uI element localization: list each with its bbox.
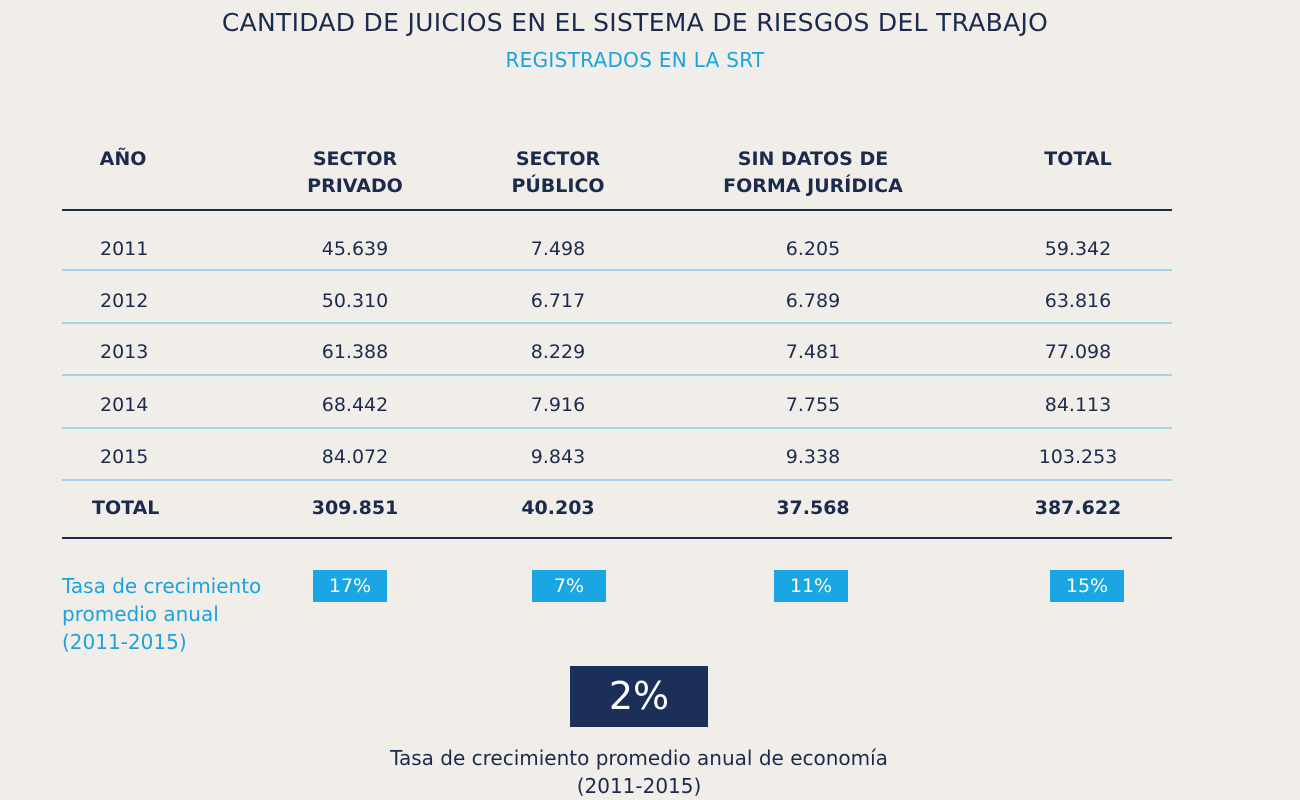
cell-private: 84.072 bbox=[321, 446, 389, 468]
cell-private: 68.442 bbox=[321, 394, 389, 416]
page-title: CANTIDAD DE JUICIOS EN EL SISTEMA DE RIE… bbox=[221, 8, 1049, 37]
cell-total: 59.342 bbox=[1044, 238, 1112, 260]
economy-caption-line1: Tasa de crecimiento promedio anual de ec… bbox=[390, 746, 888, 770]
row-divider bbox=[62, 322, 1172, 324]
cell-private: 61.388 bbox=[321, 341, 389, 363]
cell-year: 2012 bbox=[100, 290, 149, 312]
cell-year: 2011 bbox=[100, 238, 149, 260]
header-year: AÑO bbox=[99, 148, 147, 170]
header-private-line2: PRIVADO bbox=[307, 175, 403, 197]
total-public: 40.203 bbox=[521, 497, 595, 519]
total-nodata: 37.568 bbox=[776, 497, 850, 519]
cell-year: 2015 bbox=[100, 446, 149, 468]
header-nodata-line1: SIN DATOS DE bbox=[737, 148, 889, 170]
growth-label-line2: promedio anual bbox=[62, 602, 219, 626]
economy-caption: Tasa de crecimiento promedio anual de ec… bbox=[0, 744, 1278, 800]
header-public-line2: PÚBLICO bbox=[511, 175, 605, 197]
row-divider bbox=[62, 374, 1172, 376]
cell-private: 50.310 bbox=[321, 290, 389, 312]
cell-nodata: 6.205 bbox=[785, 238, 841, 260]
header-public-line1: SECTOR bbox=[515, 148, 601, 170]
growth-badge-total: 15% bbox=[1050, 570, 1124, 602]
header-public: SECTOR PÚBLICO bbox=[483, 146, 633, 200]
cell-public: 8.229 bbox=[530, 341, 586, 363]
cell-total: 103.253 bbox=[1038, 446, 1118, 468]
cell-year: 2014 bbox=[100, 394, 149, 416]
growth-badge-nodata: 11% bbox=[774, 570, 848, 602]
cell-nodata: 6.789 bbox=[785, 290, 841, 312]
growth-label-line1: Tasa de crecimiento bbox=[62, 574, 262, 598]
cell-year: 2013 bbox=[100, 341, 149, 363]
cell-public: 7.916 bbox=[530, 394, 586, 416]
cell-total: 77.098 bbox=[1044, 341, 1112, 363]
cell-nodata: 7.755 bbox=[785, 394, 841, 416]
page-subtitle: REGISTRADOS EN LA SRT bbox=[505, 48, 765, 72]
cell-total: 63.816 bbox=[1044, 290, 1112, 312]
header-divider bbox=[62, 209, 1172, 211]
header-private-line1: SECTOR bbox=[312, 148, 398, 170]
growth-label-line3: (2011-2015) bbox=[62, 630, 187, 654]
cell-total: 84.113 bbox=[1044, 394, 1112, 416]
economy-caption-line2: (2011-2015) bbox=[576, 774, 702, 798]
cell-nodata: 9.338 bbox=[785, 446, 841, 468]
growth-badge-public: 7% bbox=[532, 570, 606, 602]
total-private: 309.851 bbox=[311, 497, 399, 519]
cell-public: 9.843 bbox=[530, 446, 586, 468]
cell-public: 7.498 bbox=[530, 238, 586, 260]
header-nodata: SIN DATOS DE FORMA JURÍDICA bbox=[712, 146, 914, 200]
totals-label: TOTAL bbox=[92, 497, 160, 519]
row-divider bbox=[62, 427, 1172, 429]
cell-private: 45.639 bbox=[321, 238, 389, 260]
total-total: 387.622 bbox=[1034, 497, 1122, 519]
header-total: TOTAL bbox=[1044, 148, 1112, 170]
row-divider bbox=[62, 269, 1172, 271]
growth-badge-private: 17% bbox=[313, 570, 387, 602]
economy-growth-box: 2% bbox=[570, 666, 708, 727]
cell-nodata: 7.481 bbox=[785, 341, 841, 363]
growth-label: Tasa de crecimiento promedio anual (2011… bbox=[62, 572, 261, 656]
cell-public: 6.717 bbox=[530, 290, 586, 312]
row-divider bbox=[62, 479, 1172, 481]
header-nodata-line2: FORMA JURÍDICA bbox=[723, 175, 903, 197]
table-bottom-divider bbox=[62, 537, 1172, 539]
header-private: SECTOR PRIVADO bbox=[280, 146, 430, 200]
